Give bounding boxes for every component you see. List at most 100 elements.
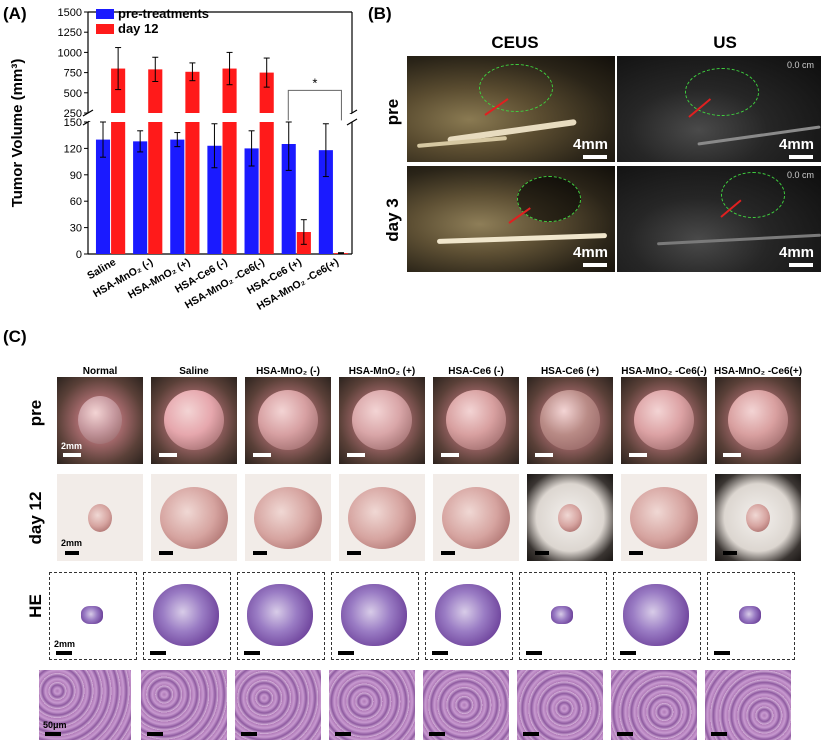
panel-b-row-pre: pre: [383, 98, 402, 126]
bar-pre: [281, 144, 296, 254]
y-tick-label: 500: [64, 88, 82, 100]
group-label: HSA-MnO₂ -Ce6(-): [621, 366, 707, 377]
bar-day12-upper: [259, 72, 274, 113]
us-day3-scale-bar: [789, 263, 813, 267]
bar-pre: [207, 145, 222, 254]
significance-bracket: [287, 89, 342, 121]
us-day3-scale-text: 4mm: [779, 244, 815, 261]
histology-image: 50μm: [39, 670, 131, 740]
histology-image: [705, 670, 791, 740]
scale-bar: [617, 732, 633, 736]
bar-day12-upper: [148, 69, 163, 113]
y-tick-label: 250: [64, 108, 82, 120]
legend-swatch-day12: [96, 24, 114, 34]
tumor: [442, 487, 510, 549]
tumor-outline-circle: [479, 64, 553, 112]
tumor: [254, 487, 322, 549]
scale-bar: [63, 453, 81, 457]
y-tick-label: 750: [64, 68, 82, 80]
scale-bar: [429, 732, 445, 736]
day12-photo: [245, 474, 331, 561]
bar-day12-lower: [185, 122, 200, 254]
scale-bar: [714, 651, 730, 655]
histology-image: [235, 670, 321, 740]
y-tick-label: 120: [64, 143, 82, 155]
pre-photo: [621, 377, 707, 464]
scale-bar: [147, 732, 163, 736]
scale-bar: [526, 651, 542, 655]
us-pre-scale-bar: [789, 155, 813, 159]
scale-bar: [159, 551, 173, 555]
scale-bar: [338, 651, 354, 655]
tumor: [630, 487, 698, 549]
he-section-image: [435, 584, 501, 646]
bar-day12-lower: [148, 122, 163, 254]
histology-image: [141, 670, 227, 740]
scale-bar: [441, 551, 455, 555]
scale-text: 2mm: [61, 538, 83, 548]
panel-c-row-he: HE: [26, 594, 45, 618]
panel-c-label: (C): [3, 327, 27, 346]
scale-bar: [432, 651, 448, 655]
tumor-outline-circle: [517, 176, 581, 222]
he-section-image: [623, 584, 689, 646]
bar-day12-lower: [222, 122, 237, 254]
group-label: HSA-MnO₂ (+): [348, 366, 416, 377]
scale-bar: [45, 732, 61, 736]
legend-label-pre: pre-treatments: [118, 6, 209, 21]
group-label: HSA-Ce6 (-): [448, 366, 504, 377]
he-section-box: [613, 572, 701, 660]
pre-photo: [339, 377, 425, 464]
bar-pre: [244, 148, 259, 254]
group-label: HSA-MnO₂ -Ce6(+): [713, 366, 803, 377]
panel-a-label: (A): [3, 4, 27, 23]
panel-b-row-day3: day 3: [383, 198, 402, 242]
y-tick-label: 1500: [58, 7, 82, 19]
tumor: [78, 396, 122, 444]
tumor: [348, 487, 416, 549]
day12-photo: [151, 474, 237, 561]
y-tick-label: 150: [64, 117, 82, 129]
tumor-outline-circle: [685, 68, 759, 116]
scale-bar: [335, 732, 351, 736]
group-label: HSA-MnO₂ (-): [256, 366, 320, 377]
legend-swatch-pre: [96, 9, 114, 19]
day12-photo: [715, 474, 801, 561]
he-section-image: [739, 606, 761, 624]
scale-bar: [711, 732, 727, 736]
he-section-box: [425, 572, 513, 660]
scale-bar: [150, 651, 166, 655]
tumor: [540, 390, 600, 450]
day12-photo: [339, 474, 425, 561]
bar-pre: [170, 139, 185, 254]
scale-bar: [244, 651, 260, 655]
y-tick-label: 60: [70, 196, 82, 208]
he-section-image: [81, 606, 103, 624]
day12-photo: [433, 474, 519, 561]
bar-pre: [95, 139, 111, 254]
ceus-image-pre: 4mm: [407, 56, 615, 162]
tumor: [160, 487, 228, 549]
histology-image: [329, 670, 415, 740]
bar-day12-upper: [185, 71, 200, 113]
day12-photo: [621, 474, 707, 561]
pre-photo: 2mm: [57, 377, 143, 464]
tumor: [558, 504, 582, 532]
bar-day12-upper: [111, 68, 126, 113]
panel-b-col-ceus: CEUS: [491, 33, 539, 52]
axis-break-mark: [346, 118, 358, 126]
panel-b-col-us: US: [713, 33, 737, 52]
us-pre-scale-text: 4mm: [779, 136, 815, 153]
scale-text: 2mm: [61, 441, 83, 451]
he-section-image: [153, 584, 219, 646]
ceus-image-day3: 4mm: [407, 166, 615, 272]
he-section-image: [341, 584, 407, 646]
y-tick-label: 1000: [58, 47, 82, 59]
tumor: [352, 390, 412, 450]
y-axis-label: Tumor Volume (mm³): [9, 59, 26, 208]
us-image-pre: 0.0 cm 4mm: [617, 56, 821, 162]
tumor: [746, 504, 770, 532]
scale-bar: [629, 453, 647, 457]
bar-day12-lower: [111, 122, 126, 254]
